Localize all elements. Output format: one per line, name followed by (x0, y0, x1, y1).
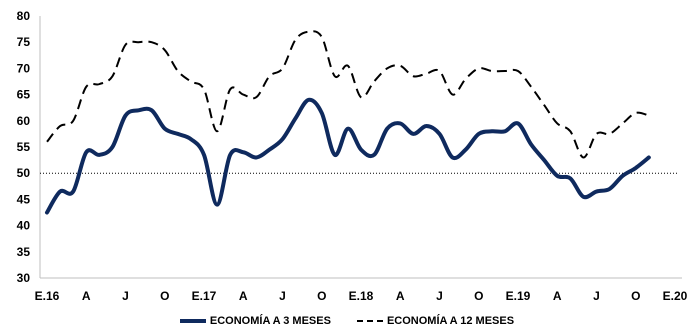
legend-label-12-meses: ECONOMÍA A 12 MESES (386, 315, 515, 327)
x-tick-label: O (474, 289, 483, 303)
legend-item-3-meses: ECONOMÍA A 3 MESES (179, 315, 331, 327)
y-tick-label: 55 (17, 140, 31, 154)
series-layer (45, 30, 651, 215)
y-tick-label: 60 (17, 114, 31, 128)
x-tick-label: J (436, 289, 443, 303)
x-tick-label: E.19 (506, 289, 531, 303)
x-tick-labels: E.16 A J O E.17 A J O E.18 A J O E.19 A J O E.20 (35, 289, 688, 303)
x-tick-label: E.18 (349, 289, 374, 303)
series-line-economia-3-meses (45, 97, 651, 215)
y-tick-label: 30 (17, 271, 31, 285)
x-tick-label: J (593, 289, 600, 303)
x-tick-label: A (239, 289, 248, 303)
y-tick-label: 35 (17, 245, 31, 259)
x-tick-label: E.16 (35, 289, 60, 303)
axes (39, 16, 682, 279)
x-tick-label: O (317, 289, 326, 303)
x-tick-label: J (122, 289, 129, 303)
x-tick-label: E.20 (663, 289, 688, 303)
x-tick-label: A (553, 289, 562, 303)
y-tick-label: 40 (17, 219, 31, 233)
x-tick-label: E.17 (192, 289, 217, 303)
legend: ECONOMÍA A 3 MESES ECONOMÍA A 12 MESES (0, 311, 694, 331)
x-tick-label: O (160, 289, 169, 303)
legend-item-12-meses: ECONOMÍA A 12 MESES (356, 315, 515, 327)
y-tick-label: 70 (17, 61, 31, 75)
x-tick-label: J (279, 289, 286, 303)
x-tick-label: A (396, 289, 405, 303)
y-tick-labels: 30 35 40 45 50 55 60 65 70 75 80 (17, 9, 31, 285)
y-tick-label: 45 (17, 192, 31, 206)
y-tick-label: 80 (17, 9, 31, 23)
legend-swatch-solid (179, 319, 206, 323)
legend-label-3-meses: ECONOMÍA A 3 MESES (209, 315, 331, 327)
x-tick-label: A (82, 289, 91, 303)
x-tick-label: O (631, 289, 640, 303)
y-tick-label: 75 (17, 35, 31, 49)
y-tick-label: 65 (17, 88, 31, 102)
series-line-economia-12-meses (46, 30, 650, 159)
legend-swatch-dashed (356, 320, 383, 322)
y-tick-label: 50 (17, 166, 31, 180)
